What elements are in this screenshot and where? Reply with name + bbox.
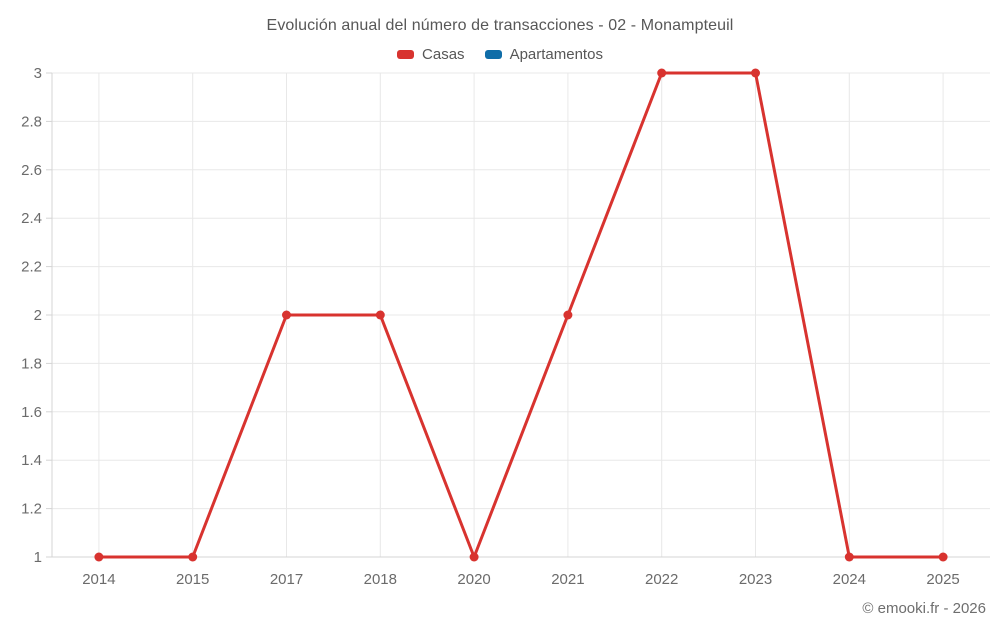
- data-point-casas-2017[interactable]: [282, 310, 291, 320]
- y-axis-label: 2.6: [21, 162, 42, 179]
- data-point-casas-2020[interactable]: [469, 552, 479, 562]
- legend-swatch-casas-icon: [397, 50, 415, 59]
- x-axis-label: 2014: [82, 571, 115, 588]
- y-axis-label: 2.2: [21, 259, 42, 276]
- data-point-casas-2025[interactable]: [938, 552, 948, 562]
- y-axis-label: 1.8: [21, 355, 42, 372]
- data-point-casas-2023[interactable]: [751, 68, 760, 78]
- legend-swatch-apartamentos-icon: [484, 50, 502, 59]
- x-axis-label: 2024: [833, 571, 866, 588]
- legend-label-apartamentos: Apartamentos: [509, 46, 603, 63]
- legend: Casas Apartamentos: [0, 46, 1000, 63]
- y-axis-label: 1.2: [21, 501, 42, 518]
- x-axis-label: 2021: [551, 571, 584, 588]
- y-axis-label: 1: [34, 549, 42, 566]
- data-point-casas-2015[interactable]: [188, 552, 198, 562]
- x-axis-label: 2022: [645, 571, 678, 588]
- data-point-casas-2018[interactable]: [375, 310, 385, 320]
- x-axis-label: 2017: [270, 571, 303, 588]
- y-axis-label: 2.4: [21, 210, 42, 227]
- x-axis-label: 2020: [457, 571, 490, 588]
- series-line-casas: [97, 71, 945, 559]
- y-axis-label: 2: [34, 307, 42, 324]
- copyright: © emooki.fr - 2026: [862, 600, 986, 617]
- y-axis-label: 2.8: [21, 113, 42, 130]
- x-axis-label: 2025: [926, 571, 959, 588]
- x-axis-label: 2018: [364, 571, 397, 588]
- legend-label-casas: Casas: [422, 46, 465, 63]
- x-axis-label: 2023: [739, 571, 772, 588]
- chart-title: Evolución anual del número de transaccio…: [266, 17, 734, 34]
- data-point-casas-2024[interactable]: [844, 552, 854, 562]
- data-point-casas-2022[interactable]: [657, 68, 667, 78]
- x-axis-label: 2015: [176, 571, 209, 588]
- y-axis-label: 1.6: [21, 404, 42, 421]
- data-point-casas-2021[interactable]: [563, 310, 573, 320]
- legend-item-apartamentos[interactable]: Apartamentos: [484, 46, 603, 63]
- data-point-casas-2014[interactable]: [94, 552, 104, 562]
- y-axis-label: 3: [34, 65, 42, 82]
- y-axis-label: 1.4: [21, 452, 42, 469]
- legend-item-casas[interactable]: Casas: [397, 46, 465, 63]
